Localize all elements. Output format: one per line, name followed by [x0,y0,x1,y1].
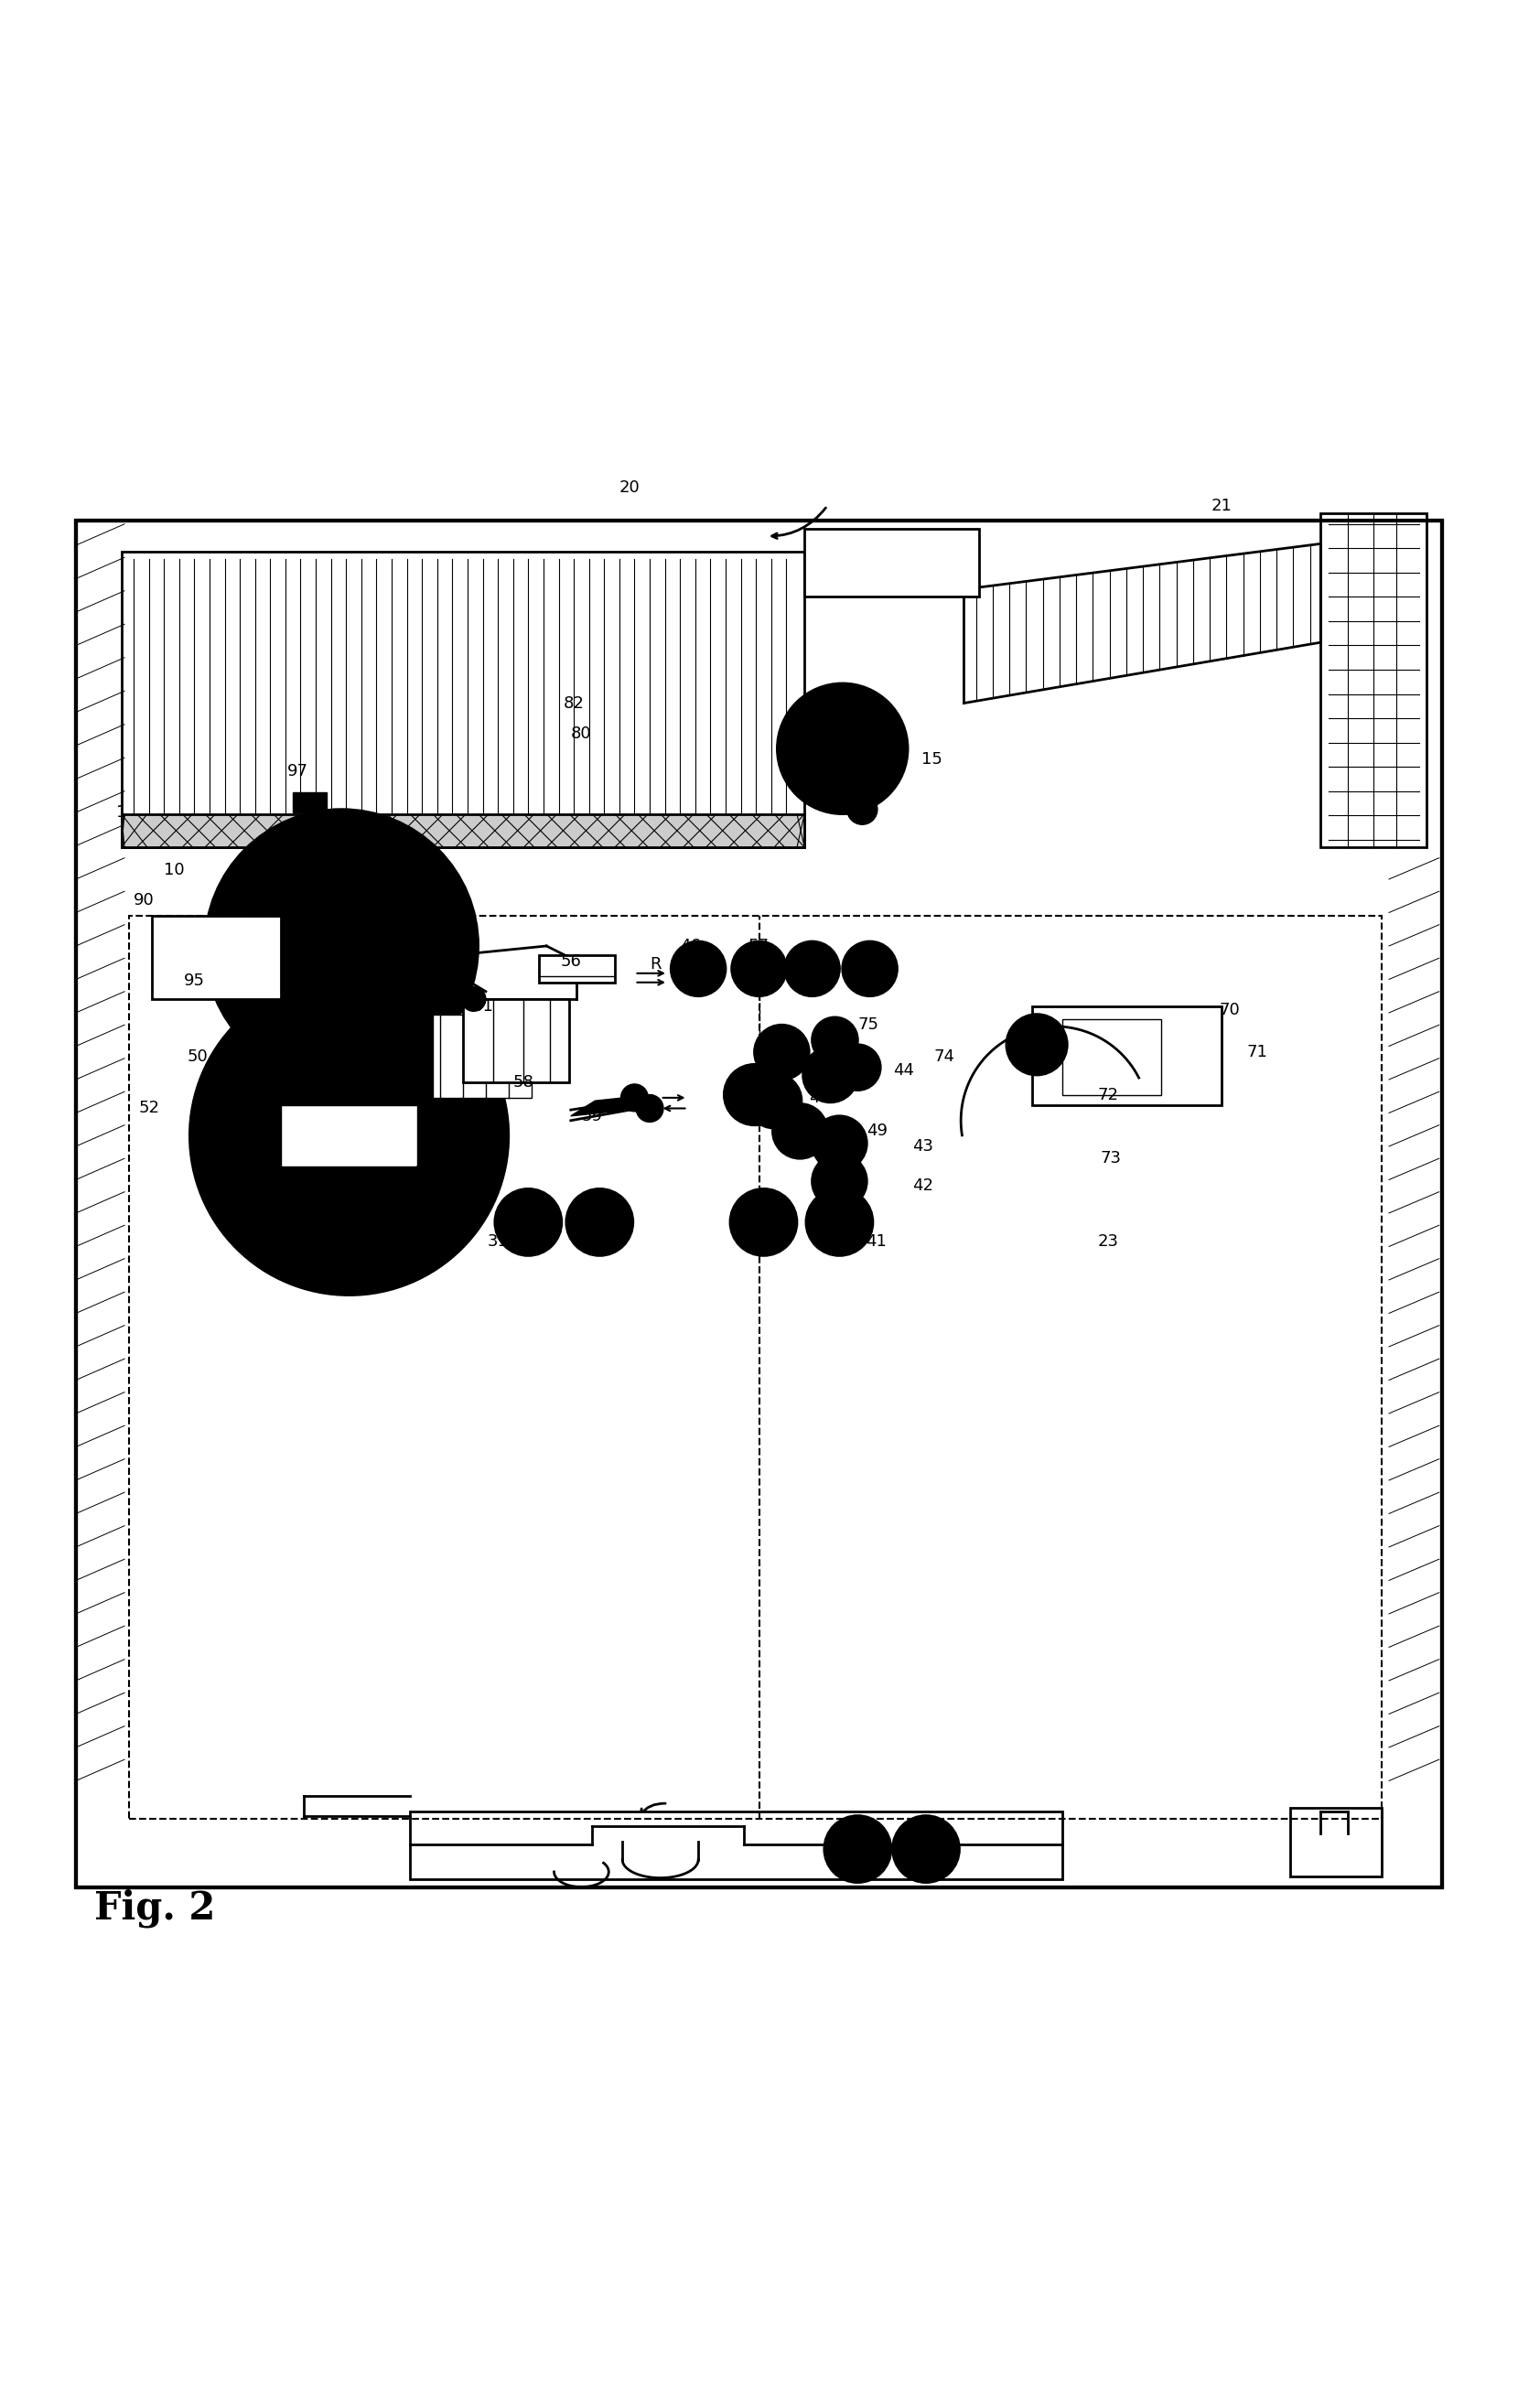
Text: 90: 90 [134,893,155,908]
Text: 15: 15 [921,751,943,768]
Circle shape [1023,1031,1050,1057]
Circle shape [803,1047,858,1103]
Text: 82: 82 [563,696,584,710]
Circle shape [777,684,908,814]
Text: 14: 14 [574,1233,595,1250]
Text: 58: 58 [513,1074,534,1091]
Text: 46: 46 [680,937,701,954]
Text: 57: 57 [748,937,770,954]
Bar [129,915,1381,1818]
Bar [281,1105,417,1165]
Text: 44: 44 [893,1062,914,1079]
Text: C: C [761,1233,773,1250]
Text: 45: 45 [832,1040,853,1057]
Text: P1: P1 [821,956,842,973]
Circle shape [724,1064,785,1125]
Bar [1032,1007,1222,1105]
Circle shape [806,1190,873,1255]
Circle shape [311,1098,387,1173]
Text: 20: 20 [619,479,641,496]
Bar [293,792,326,811]
Text: 43: 43 [912,1139,934,1153]
Circle shape [835,1045,880,1091]
Text: 52: 52 [138,1100,159,1117]
Text: R: R [650,956,662,973]
Circle shape [812,1016,858,1062]
Text: 75: 75 [858,1016,879,1033]
Text: 42: 42 [912,1178,934,1194]
Bar [121,551,805,848]
Text: 23: 23 [1098,1233,1119,1250]
Bar [463,999,569,1084]
Circle shape [205,809,478,1084]
Circle shape [266,869,417,1021]
Circle shape [495,1190,562,1255]
Bar [1290,1808,1381,1876]
Circle shape [747,1074,802,1127]
Bar [1321,513,1427,848]
Text: 51: 51 [472,999,493,1014]
Text: 97: 97 [287,763,308,780]
Circle shape [847,795,877,824]
Circle shape [190,975,509,1296]
Circle shape [815,722,870,775]
Text: 50: 50 [187,1047,208,1064]
Text: 71: 71 [1246,1045,1268,1060]
Text: 70: 70 [1219,1002,1240,1019]
Text: 21: 21 [1211,498,1233,513]
Circle shape [671,942,726,997]
Text: 95: 95 [184,973,205,990]
Text: 56: 56 [560,954,581,970]
Bar [539,956,615,982]
Circle shape [812,1115,867,1170]
Circle shape [621,1084,648,1112]
Bar [410,1811,1063,1878]
Text: 49: 49 [867,1122,888,1139]
Text: 48: 48 [809,1088,830,1105]
Circle shape [732,942,786,997]
Circle shape [812,1153,867,1209]
Circle shape [754,1026,809,1079]
Circle shape [636,1096,663,1122]
Text: 10: 10 [164,862,185,879]
Circle shape [842,942,897,997]
Text: 1: 1 [117,804,126,821]
Bar [121,814,805,848]
Circle shape [566,1190,633,1255]
Bar [433,1014,531,1098]
Circle shape [311,915,372,975]
Bar [1063,1019,1161,1096]
Text: 80: 80 [571,725,592,742]
Circle shape [258,1045,440,1226]
Circle shape [893,1816,959,1883]
Bar [152,915,281,999]
Text: 54: 54 [326,1199,348,1216]
Text: 41: 41 [865,1233,887,1250]
Polygon shape [964,544,1321,703]
Bar [805,530,979,597]
Circle shape [1006,1014,1067,1074]
Text: 72: 72 [1098,1086,1119,1103]
Circle shape [461,987,486,1011]
Text: 74: 74 [934,1047,955,1064]
Circle shape [730,1190,797,1255]
Circle shape [824,1816,891,1883]
Polygon shape [571,1096,653,1115]
Text: Fig. 2: Fig. 2 [94,1888,216,1929]
Text: 59: 59 [581,1108,603,1125]
Circle shape [773,1103,827,1158]
Text: 55: 55 [316,809,337,826]
Text: 73: 73 [1101,1151,1122,1168]
Circle shape [785,942,839,997]
Text: 31: 31 [487,1233,509,1250]
